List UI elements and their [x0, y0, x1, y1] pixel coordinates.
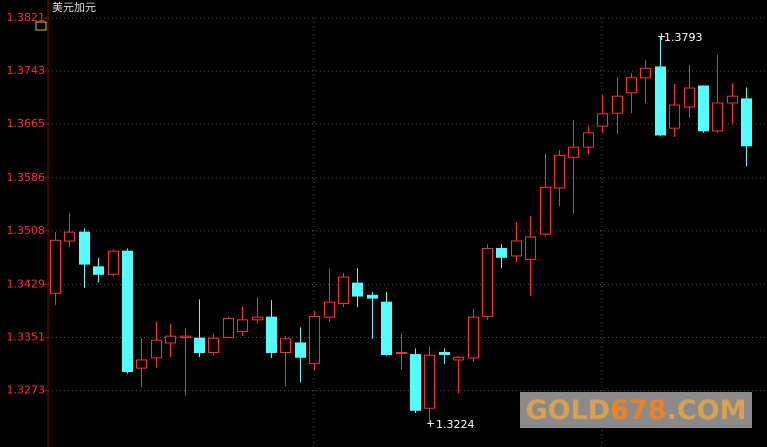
y-tick-label: 1.3508	[7, 224, 46, 237]
candle-body	[525, 236, 536, 260]
watermark-part: 678	[610, 395, 666, 426]
candle-body	[194, 337, 205, 353]
candle-body	[684, 87, 695, 108]
candle-body	[93, 266, 104, 275]
candle-body	[165, 335, 176, 344]
candle-body	[554, 154, 565, 189]
candle-body	[439, 351, 450, 356]
candle-body	[237, 319, 248, 332]
marker-box	[35, 21, 47, 31]
candle-body	[568, 146, 579, 158]
candle-body	[223, 318, 234, 339]
chart-title: 美元加元	[52, 1, 96, 14]
y-tick-label: 1.3743	[7, 64, 46, 77]
candle-body	[727, 95, 738, 104]
candle-body	[655, 66, 666, 136]
y-tick-label: 1.3821	[7, 11, 46, 24]
candle-body	[410, 354, 421, 411]
candle-body	[79, 231, 90, 265]
candle-body	[511, 240, 522, 257]
candle-body	[468, 316, 479, 359]
candle-body	[496, 247, 507, 258]
candle-body	[208, 337, 219, 353]
candle-body	[295, 342, 306, 358]
candle-body	[712, 102, 723, 132]
candle-body	[612, 95, 623, 114]
y-tick-label: 1.3586	[7, 171, 46, 184]
candle-body	[396, 351, 407, 354]
candle-body	[338, 276, 349, 305]
watermark-part: .COM	[667, 395, 747, 426]
min-label-marker: +	[426, 417, 435, 430]
candle-body	[482, 247, 493, 317]
candle-body	[280, 338, 291, 353]
candle-body	[640, 67, 651, 79]
candle-body	[50, 239, 61, 294]
candle-body	[266, 316, 277, 353]
y-tick-label: 1.3665	[7, 117, 46, 130]
candle-body	[180, 335, 191, 339]
candle-body	[136, 359, 147, 369]
candle-body	[583, 132, 594, 148]
candle-body	[669, 104, 680, 129]
candle-body	[324, 301, 335, 318]
candle-body	[540, 186, 551, 235]
candle-body	[381, 301, 392, 356]
y-tick-label: 1.3351	[7, 331, 46, 344]
y-tick-label: 1.3429	[7, 278, 46, 291]
candle-body	[424, 354, 435, 409]
candle-body	[122, 250, 133, 373]
min-label: 1.3224	[436, 418, 475, 431]
candle-body	[741, 98, 752, 147]
watermark-box	[520, 392, 752, 428]
candle-body	[151, 339, 162, 359]
max-label: 1.3793	[664, 31, 703, 44]
candle-body	[698, 85, 709, 132]
candle-body	[309, 315, 320, 364]
candle-body	[367, 294, 378, 299]
candle-body	[252, 316, 263, 321]
watermark: GOLD678.COM	[525, 395, 746, 426]
candle-body	[352, 282, 363, 297]
y-tick-label: 1.3273	[7, 384, 46, 397]
candle-body	[108, 250, 119, 275]
watermark-part: GOLD	[525, 395, 610, 426]
max-label-marker: +	[657, 30, 666, 43]
candle-body	[453, 356, 464, 361]
candle-body	[64, 231, 75, 242]
candle-body	[597, 113, 608, 127]
candle-body	[626, 77, 637, 94]
